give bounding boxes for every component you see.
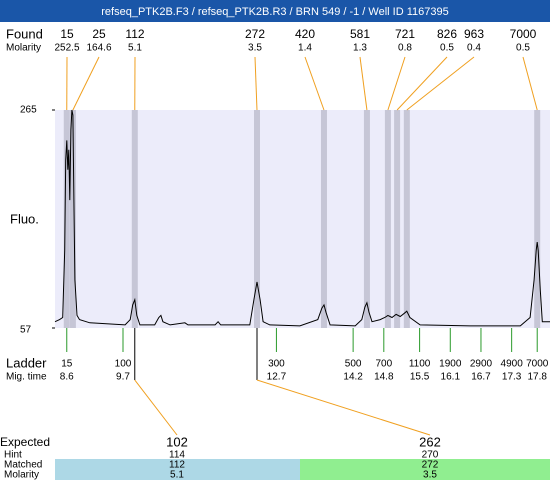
ladder-size: 7000 [526,359,549,370]
peak-band [534,110,541,328]
found-size: 581 [350,27,370,41]
match-connector [134,379,178,436]
ladder-size: 4900 [501,359,524,370]
mig-time-label: Mig. time [6,372,47,383]
peak-band [403,110,410,328]
found-size: 7000 [510,27,537,41]
found-molarity: 0.8 [398,43,412,54]
found-size: 826 [437,27,457,41]
found-connector [72,56,100,111]
found-connector [522,56,538,111]
found-molarity: 1.3 [353,43,367,54]
y-tick-label: 57 [20,325,32,336]
ladder-label: Ladder [6,355,47,370]
ladder-size: 100 [115,359,132,370]
ladder-mig-time: 9.7 [116,372,130,383]
peak-band [320,110,327,328]
expected-matched: 112 [169,460,185,471]
found-molarity: 0.5 [440,43,454,54]
found-connector [396,56,448,111]
ladder-size: 15 [61,359,73,370]
ladder-mig-time: 17.3 [502,372,522,383]
found-molarity: 252.5 [54,43,79,54]
found-size: 15 [60,27,74,41]
expected-molarity: 3.5 [423,470,437,480]
found-molarity: 1.4 [298,43,312,54]
ladder-size: 1900 [439,359,462,370]
found-size: 272 [245,27,265,41]
expected-matched: 272 [422,460,439,471]
peak-band [384,110,391,328]
title: refseq_PTK2B.F3 / refseq_PTK2B.R3 / BRN … [101,6,448,18]
expected-row-label: Hint [4,450,22,461]
found-size: 25 [92,27,106,41]
expected-expected: 262 [419,434,441,449]
peak-band [394,110,401,328]
title-bar [0,0,550,22]
expected-row-label: Molarity [4,470,39,480]
matched-bg [300,459,550,480]
peak-band [363,110,370,328]
ladder-mig-time: 8.6 [60,372,74,383]
found-label: Found [6,26,43,41]
ladder-mig-time: 16.7 [471,372,491,383]
ladder-size: 300 [268,359,285,370]
ladder-mig-time: 14.8 [374,372,394,383]
ladder-size: 1100 [409,359,431,370]
plot-area [55,110,550,328]
ladder-mig-time: 14.2 [343,372,363,383]
expected-row-label: Expected [0,435,50,449]
ladder-mig-time: 15.5 [410,372,430,383]
found-connector [406,56,475,111]
expected-row-label: Matched [4,460,42,471]
peak-band [131,110,138,328]
found-connector [254,56,258,111]
match-connector [256,379,431,436]
expected-hint: 114 [169,450,185,461]
ladder-mig-time: 16.1 [441,372,461,383]
ladder-size: 500 [345,359,362,370]
matched-bg [55,459,300,480]
found-connector [359,56,368,111]
found-molarity: 3.5 [248,43,262,54]
peak-band [69,110,76,328]
found-molarity: 0.4 [467,43,481,54]
molarity-label: Molarity [6,43,41,54]
peak-band [253,110,260,328]
found-size: 420 [295,27,315,41]
ladder-mig-time: 12.7 [267,372,287,383]
trace [54,109,550,327]
expected-molarity: 5.1 [170,470,184,480]
found-molarity: 5.1 [128,43,142,54]
ladder-size: 700 [375,359,392,370]
found-molarity: 164.6 [86,43,111,54]
found-connector [304,56,325,111]
y-axis-label: Fluo. [10,211,39,226]
found-connector [387,56,406,111]
peak-band [63,110,70,328]
expected-hint: 270 [422,450,439,461]
ladder-size: 2900 [470,359,493,370]
found-molarity: 0.5 [516,43,530,54]
found-size: 963 [464,27,484,41]
expected-expected: 102 [166,434,188,449]
y-tick-label: 265 [20,105,37,116]
found-size: 721 [395,27,415,41]
ladder-mig-time: 17.8 [527,372,547,383]
found-size: 112 [125,27,144,41]
